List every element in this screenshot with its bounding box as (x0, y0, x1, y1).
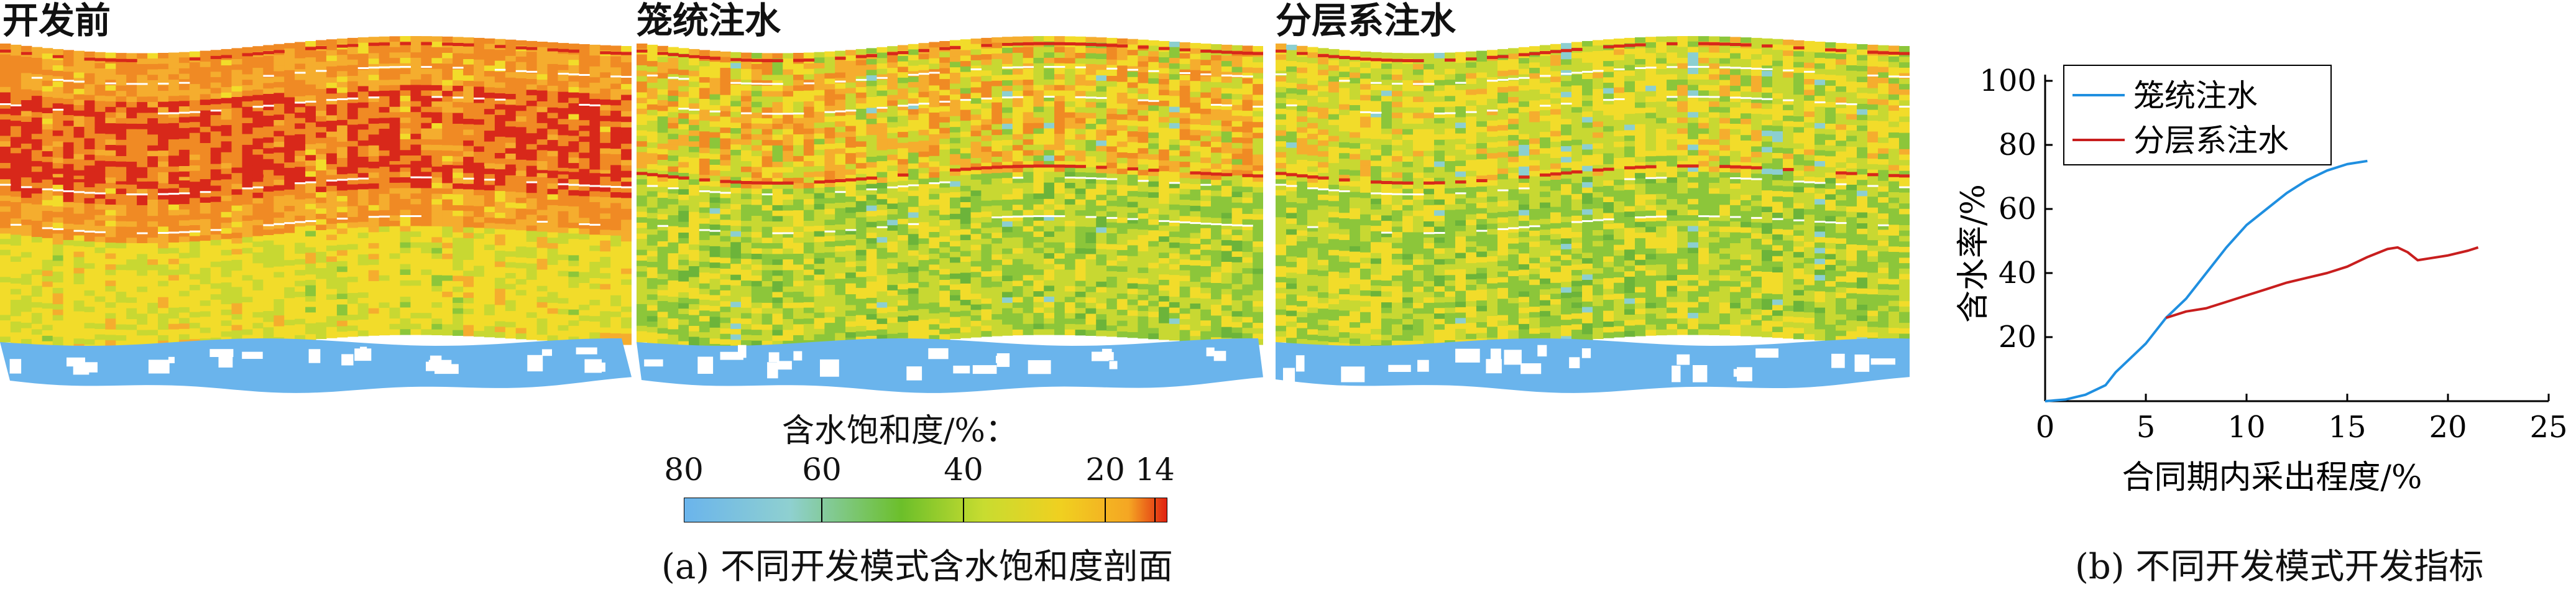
y-tick-label: 40 (1999, 256, 2036, 290)
saturation-section-commingled (637, 31, 1263, 417)
colorbar-tick-60: 60 (802, 452, 842, 488)
colorbar-tick-80: 80 (664, 452, 704, 488)
colorbar: 含水饱和度/%： 80 60 40 20 14 (634, 404, 1206, 541)
x-tick-label: 20 (2429, 410, 2467, 445)
y-axis-label: 含水率/% (1955, 184, 1992, 323)
colorbar-title: 含水饱和度/%： (782, 404, 1018, 451)
caption-b: (b) 不同开发模式开发指标 (2075, 539, 2483, 589)
y-tick-label: 80 (1999, 128, 2036, 162)
water-cut-chart: 0 5 10 15 20 25 20 40 60 80 100 合同期内采出程度/% 含水率/% 笼统注水… (1952, 37, 2574, 522)
series-line-1 (2045, 161, 2367, 401)
series-line-2 (2166, 248, 2478, 318)
legend-label-2: 分层系注水 (2133, 123, 2289, 159)
y-tick-label: 100 (1979, 63, 2036, 98)
colorbar-tick-40: 40 (944, 452, 983, 488)
x-tick-label: 10 (2227, 410, 2265, 445)
x-tick-label: 5 (2137, 410, 2156, 445)
saturation-section-before (0, 31, 632, 417)
x-tick-label: 25 (2529, 410, 2567, 445)
colorbar-gradient (684, 498, 1167, 522)
legend-label-1: 笼统注水 (2133, 78, 2258, 114)
y-tick-label: 20 (1999, 320, 2036, 355)
caption-a: (a) 不同开发模式含水饱和度剖面 (661, 539, 1173, 589)
colorbar-tick-14: 14 (1135, 452, 1175, 488)
x-axis-label: 合同期内采出程度/% (2122, 459, 2422, 496)
colorbar-tick-20: 20 (1085, 452, 1125, 488)
x-tick-label: 15 (2328, 410, 2366, 445)
x-tick-label: 0 (2036, 410, 2055, 445)
saturation-section-layered (1276, 31, 1910, 417)
y-tick-label: 60 (1999, 192, 2036, 226)
